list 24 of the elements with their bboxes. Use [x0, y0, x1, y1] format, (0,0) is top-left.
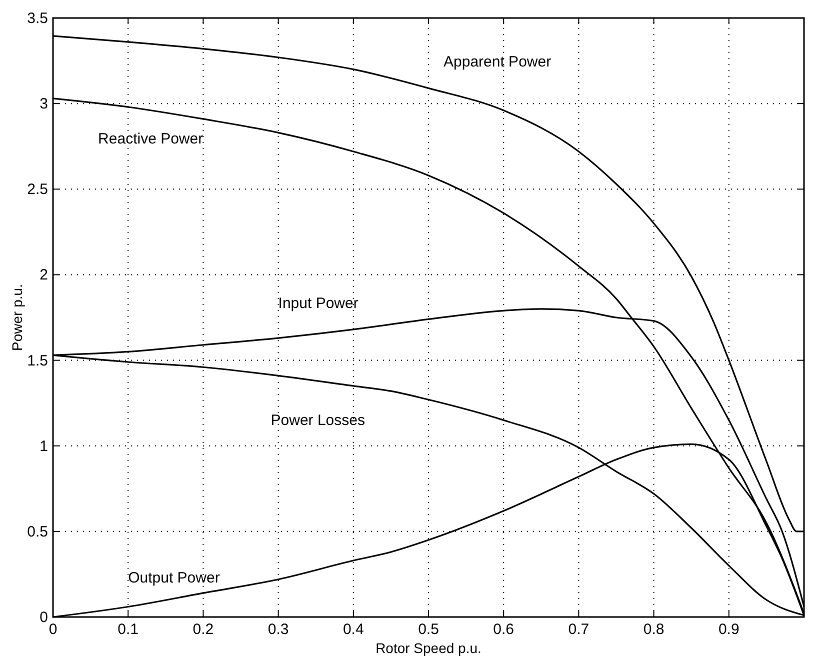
x-tick-label: 0.9	[718, 621, 740, 638]
series-label: Input Power	[278, 295, 358, 312]
series-label: Output Power	[128, 570, 220, 587]
y-tick-label: 0.5	[27, 523, 48, 540]
x-tick-label: 0.5	[418, 621, 439, 638]
y-axis-title: Power p.u.	[9, 284, 25, 351]
series-label: Apparent Power	[444, 54, 552, 71]
y-tick-label: 1	[40, 438, 48, 455]
x-tick-label: 0.8	[643, 621, 664, 638]
series-label: Power Losses	[270, 412, 366, 429]
x-tick-label: 0.1	[118, 621, 139, 638]
y-tick-label: 3.5	[27, 10, 48, 27]
x-tick-label: 0.4	[342, 621, 364, 638]
x-tick-label: 0.2	[192, 621, 214, 638]
x-tick-label: 0.3	[268, 621, 289, 638]
x-tick-label: 0.7	[568, 621, 590, 638]
y-tick-label: 0	[40, 609, 48, 626]
y-tick-label: 3	[40, 96, 48, 113]
x-tick-label: 0.6	[493, 621, 514, 638]
y-tick-label: 2.5	[27, 181, 48, 198]
y-tick-label: 1.5	[27, 352, 48, 370]
series-label: Reactive Power	[98, 130, 204, 148]
x-axis-title: Rotor Speed p.u.	[376, 640, 482, 656]
y-tick-label: 2	[40, 266, 48, 284]
